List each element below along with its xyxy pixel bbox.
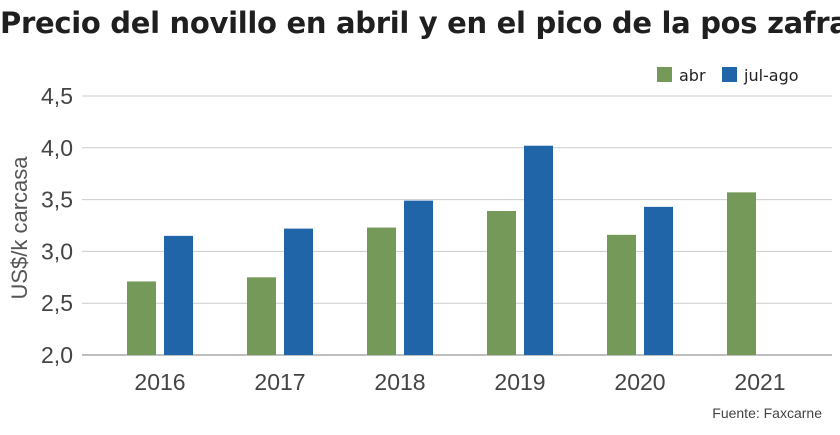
y-tick-label: 3,5 <box>41 187 73 213</box>
x-tick-label: 2016 <box>134 369 185 395</box>
axes: 2,0 2,5 3,0 3,5 4,0 4,5 2016 2017 2018 2019 2020 20… <box>41 83 786 395</box>
bar-jul-ago-2017 <box>284 228 313 355</box>
x-tick-label: 2017 <box>254 369 305 395</box>
legend-label: abr <box>679 66 706 85</box>
legend-label: jul-ago <box>743 66 799 85</box>
bar-jul-ago-2019 <box>524 145 553 355</box>
bar-abr-2018 <box>367 227 396 355</box>
y-tick-label: 4,0 <box>41 135 73 161</box>
bar-jul-ago-2020 <box>644 206 673 355</box>
legend-swatch <box>657 67 672 82</box>
y-tick-label: 4,5 <box>41 83 73 109</box>
source-note: Fuente: Faxcarne <box>712 405 822 421</box>
legend-swatch <box>722 67 737 82</box>
y-tick-label: 2,5 <box>41 290 73 316</box>
x-tick-label: 2020 <box>614 369 665 395</box>
gridlines <box>82 95 832 356</box>
chart-title: Precio del novillo en abril y en el pico… <box>0 6 840 40</box>
legend: jul-ago abr <box>657 66 799 85</box>
bar-jul-ago-2016 <box>164 235 193 355</box>
x-tick-label: 2019 <box>494 369 545 395</box>
bar-abr-2016 <box>127 281 156 355</box>
bar-jul-ago-2018 <box>404 200 433 355</box>
y-tick-label: 3,0 <box>41 238 73 264</box>
bar-abr-2020 <box>607 234 636 355</box>
y-tick-label: 2,0 <box>41 342 73 368</box>
x-tick-label: 2018 <box>374 369 425 395</box>
x-tick-label: 2021 <box>734 369 785 395</box>
bar-abr-2017 <box>247 277 276 355</box>
bar-abr-2021 <box>727 192 756 355</box>
y-axis-title: US$/k carcasa <box>7 156 32 300</box>
bar-abr-2019 <box>487 210 516 355</box>
bars <box>127 145 756 355</box>
